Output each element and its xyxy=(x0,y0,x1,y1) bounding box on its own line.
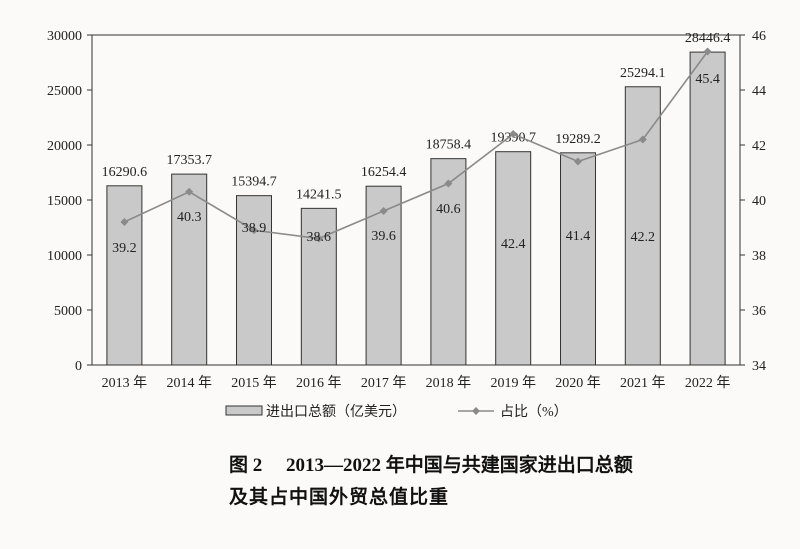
bar-value-label: 19289.2 xyxy=(555,132,601,147)
bar xyxy=(171,173,208,366)
left-tick-label: 20000 xyxy=(47,139,82,154)
left-tick-label: 10000 xyxy=(47,249,82,264)
x-tick-label: 2013 年 xyxy=(102,375,148,391)
ratio-value-label: 40.6 xyxy=(436,202,461,217)
ratio-value-label: 45.4 xyxy=(695,72,720,87)
ratio-point xyxy=(638,135,647,144)
ratio-point xyxy=(703,47,712,56)
bar-value-label: 16254.4 xyxy=(361,165,407,180)
ratio-point xyxy=(379,207,388,215)
x-tick-label: 2014 年 xyxy=(166,375,212,391)
legend-line-label: 占比（%） xyxy=(500,404,568,420)
ratio-value-label: 38.6 xyxy=(307,230,332,245)
legend-bar-label: 进出口总额（亿美元） xyxy=(266,404,406,420)
right-tick-label: 36 xyxy=(752,304,766,319)
ratio-point xyxy=(444,179,453,188)
bar xyxy=(560,152,596,366)
caption-line-2: 及其占中国外贸总值比重 xyxy=(229,487,450,508)
bar xyxy=(624,86,661,366)
caption-line-1: 2013—2022 年中国与共建国家进出口总额 xyxy=(286,455,633,476)
x-tick-label: 2016 年 xyxy=(296,375,342,391)
ratio-point xyxy=(574,157,582,166)
legend-line-marker xyxy=(472,407,480,415)
right-tick-label: 38 xyxy=(752,249,766,264)
figure-number: 图 2 xyxy=(229,455,263,476)
x-tick-label: 2015 年 xyxy=(231,375,277,391)
bar xyxy=(300,207,337,366)
x-tick-label: 2021 年 xyxy=(620,375,666,391)
bar-value-label: 28446.4 xyxy=(685,31,731,46)
legend-bar-swatch xyxy=(225,405,263,416)
ratio-value-label: 39.2 xyxy=(112,241,137,256)
right-tick-label: 44 xyxy=(752,84,766,99)
bar-value-label: 18758.4 xyxy=(426,138,472,153)
left-tick-label: 0 xyxy=(75,359,82,374)
ratio-value-label: 39.6 xyxy=(371,229,396,244)
left-tick-label: 15000 xyxy=(47,194,82,209)
ratio-value-label: 38.9 xyxy=(242,221,267,236)
ratio-value-label: 42.4 xyxy=(501,237,526,252)
bar xyxy=(495,151,532,366)
bar-value-label: 17353.7 xyxy=(166,153,212,168)
ratio-value-label: 41.4 xyxy=(566,229,591,244)
ratio-point xyxy=(185,187,194,196)
left-tick-label: 30000 xyxy=(47,29,82,44)
ratio-point xyxy=(314,234,323,243)
x-tick-label: 2020 年 xyxy=(555,375,601,391)
ratio-value-label: 40.3 xyxy=(177,210,202,225)
ratio-point xyxy=(250,226,258,235)
right-tick-label: 46 xyxy=(752,29,766,44)
bar xyxy=(106,185,143,366)
bar-value-label: 16290.6 xyxy=(102,165,148,180)
left-tick-label: 25000 xyxy=(47,84,82,99)
bar-value-label: 14241.5 xyxy=(296,187,342,202)
right-tick-label: 42 xyxy=(752,139,766,154)
right-tick-label: 40 xyxy=(752,194,766,209)
x-tick-label: 2018 年 xyxy=(426,375,472,391)
ratio-point xyxy=(120,218,129,226)
x-tick-label: 2017 年 xyxy=(361,375,407,391)
x-tick-label: 2019 年 xyxy=(490,375,536,391)
bar-value-label: 15394.7 xyxy=(231,175,277,190)
bar-value-label: 25294.1 xyxy=(620,66,666,81)
ratio-value-label: 42.2 xyxy=(631,230,656,245)
left-tick-label: 5000 xyxy=(54,304,82,319)
ratio-point xyxy=(509,130,518,138)
right-tick-label: 34 xyxy=(752,359,766,374)
combo-chart: 0 5000 10000 15000 20000 25000 30000 34 36 38 40 42… xyxy=(47,29,766,420)
ratio-line xyxy=(124,51,709,240)
bar xyxy=(430,158,467,366)
x-tick-label: 2022 年 xyxy=(685,375,731,391)
bar xyxy=(689,51,726,366)
